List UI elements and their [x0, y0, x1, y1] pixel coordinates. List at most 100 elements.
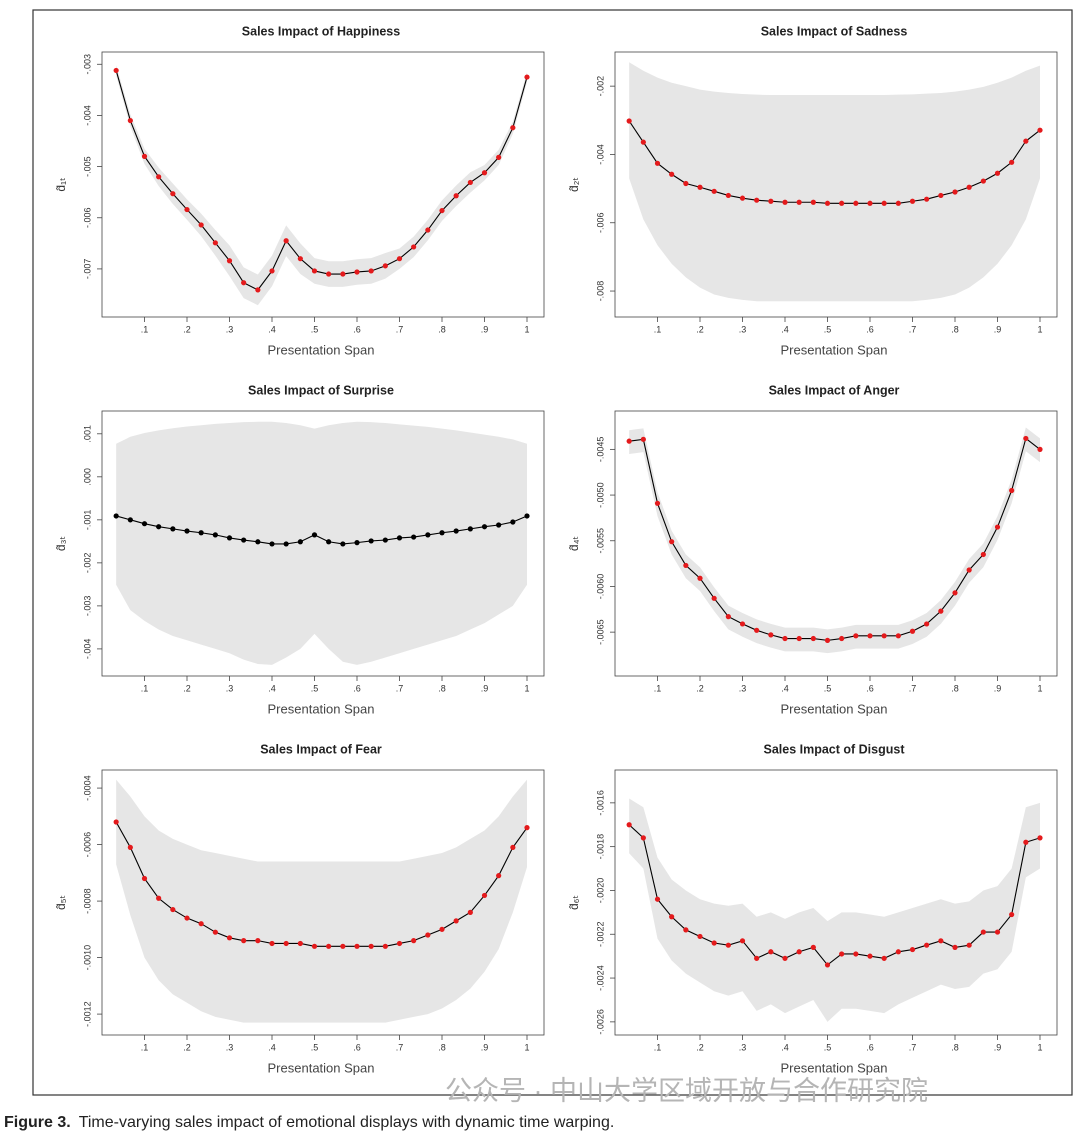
chart-title: Sales Impact of Sadness	[761, 24, 908, 38]
x-tick-label: .3	[226, 683, 234, 693]
plot-frame	[101, 410, 545, 677]
data-point	[496, 154, 502, 160]
x-tick-label: .4	[268, 683, 276, 693]
data-point	[711, 940, 717, 946]
x-tick-label: 1	[1037, 1042, 1042, 1052]
data-point	[170, 906, 176, 913]
data-point	[683, 927, 689, 933]
data-point	[853, 633, 859, 639]
x-tick-label: .1	[654, 683, 662, 693]
y-tick-label: -.005	[82, 156, 92, 177]
data-point	[382, 263, 388, 269]
data-point	[524, 513, 530, 519]
data-point	[796, 199, 802, 205]
y-tick-label: -.0065	[595, 619, 605, 645]
data-point	[938, 608, 944, 614]
data-point	[141, 875, 148, 882]
data-point	[640, 436, 646, 442]
confidence-band	[116, 779, 527, 1023]
data-point	[966, 567, 972, 573]
data-point	[510, 519, 516, 525]
data-point	[881, 633, 887, 639]
data-point	[853, 200, 859, 206]
x-tick-label: .2	[183, 683, 191, 693]
y-axis-label: d̂₄ₜ	[567, 536, 581, 551]
data-point	[481, 524, 488, 530]
data-point	[467, 526, 473, 532]
data-point	[938, 192, 944, 199]
data-point	[895, 200, 901, 206]
data-point	[881, 955, 887, 961]
x-axis-label: Presentation Span	[781, 342, 888, 357]
data-point	[198, 921, 204, 927]
data-point	[141, 521, 148, 527]
y-tick-label: -.0020	[595, 878, 605, 904]
data-point	[739, 938, 746, 944]
data-point	[654, 896, 661, 902]
data-point	[909, 198, 916, 204]
data-point	[212, 929, 218, 935]
x-axis-label: Presentation Span	[781, 1060, 888, 1075]
data-point	[1009, 911, 1015, 918]
data-point	[711, 595, 717, 601]
y-tick-label: -.003	[82, 54, 92, 75]
data-point	[881, 200, 887, 206]
data-point	[924, 196, 930, 202]
data-point	[1023, 839, 1029, 845]
data-point	[467, 909, 473, 915]
data-point	[1009, 487, 1015, 494]
data-point	[782, 635, 788, 642]
data-point	[439, 207, 445, 214]
data-point	[966, 184, 972, 190]
x-tick-label: .5	[311, 683, 319, 693]
y-tick-label: -.0016	[595, 790, 605, 816]
data-point	[510, 844, 516, 851]
x-tick-label: 1	[524, 1042, 529, 1052]
data-point	[824, 962, 831, 968]
data-point	[683, 180, 689, 187]
data-point	[425, 532, 431, 538]
data-point	[1023, 138, 1029, 144]
data-point	[269, 940, 275, 947]
data-point	[382, 537, 388, 543]
data-point	[496, 522, 502, 528]
data-point	[782, 955, 788, 961]
x-tick-label: .4	[268, 1042, 276, 1052]
y-tick-label: -.0055	[595, 528, 605, 554]
caption-text: Time-varying sales impact of emotional d…	[79, 1114, 615, 1131]
data-point	[297, 539, 303, 545]
y-tick-label: -.007	[82, 259, 92, 280]
data-point	[938, 938, 944, 944]
x-tick-label: .8	[951, 1042, 959, 1052]
data-point	[226, 935, 233, 941]
x-tick-label: .1	[141, 683, 149, 693]
plot-frame	[614, 769, 1058, 1036]
data-point	[425, 227, 431, 233]
x-axis-label: Presentation Span	[268, 342, 375, 357]
x-tick-label: .4	[781, 683, 789, 693]
x-tick-label: .6	[866, 1042, 874, 1052]
watermark: 公众号 · 中山大学区域开放与合作研究院	[445, 1076, 928, 1106]
data-point	[654, 160, 661, 166]
data-point	[640, 835, 646, 841]
x-axis-label: Presentation Span	[268, 701, 375, 716]
caption-label: Figure 3.	[4, 1114, 71, 1131]
data-point	[396, 535, 403, 541]
data-point	[980, 551, 986, 558]
x-tick-label: .7	[396, 1042, 404, 1052]
y-tick-label: .001	[82, 425, 92, 443]
caption: Figure 3. Time-varying sales impact of em…	[4, 1114, 614, 1131]
confidence-band	[116, 65, 527, 306]
x-tick-label: .9	[994, 1042, 1002, 1052]
data-point	[340, 541, 346, 547]
data-point	[184, 528, 190, 534]
data-point	[796, 949, 802, 955]
x-tick-label: .4	[781, 324, 789, 334]
data-point	[311, 268, 318, 274]
x-tick-label: .4	[781, 1042, 789, 1052]
data-point	[524, 74, 530, 80]
data-point	[994, 524, 1001, 530]
data-point	[810, 944, 816, 950]
data-point	[994, 929, 1001, 935]
data-point	[768, 632, 774, 638]
